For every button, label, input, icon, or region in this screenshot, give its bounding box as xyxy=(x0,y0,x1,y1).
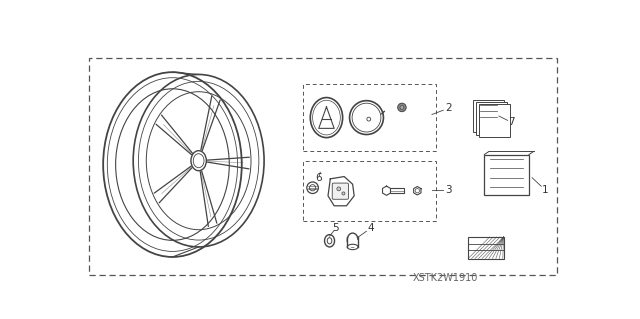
Bar xyxy=(468,237,504,258)
Text: 7: 7 xyxy=(508,117,515,127)
Circle shape xyxy=(400,106,404,109)
Polygon shape xyxy=(413,187,421,195)
Bar xyxy=(303,161,436,221)
Bar xyxy=(473,100,504,132)
Bar xyxy=(479,105,509,137)
Text: 6: 6 xyxy=(316,173,322,183)
Circle shape xyxy=(342,192,345,195)
Text: 5: 5 xyxy=(332,224,339,234)
Text: 2: 2 xyxy=(445,103,451,113)
Bar xyxy=(390,189,404,193)
FancyBboxPatch shape xyxy=(332,183,348,199)
Circle shape xyxy=(337,187,340,191)
Bar xyxy=(484,154,529,195)
Text: XSTK2W1910: XSTK2W1910 xyxy=(412,273,477,283)
Text: 3: 3 xyxy=(445,185,451,195)
Circle shape xyxy=(397,103,406,112)
Bar xyxy=(90,57,557,275)
Polygon shape xyxy=(383,186,390,195)
Bar xyxy=(476,102,507,135)
Text: 1: 1 xyxy=(542,185,548,195)
Bar xyxy=(348,240,358,247)
Bar xyxy=(303,84,436,152)
Polygon shape xyxy=(328,176,354,206)
Text: 4: 4 xyxy=(367,224,374,234)
